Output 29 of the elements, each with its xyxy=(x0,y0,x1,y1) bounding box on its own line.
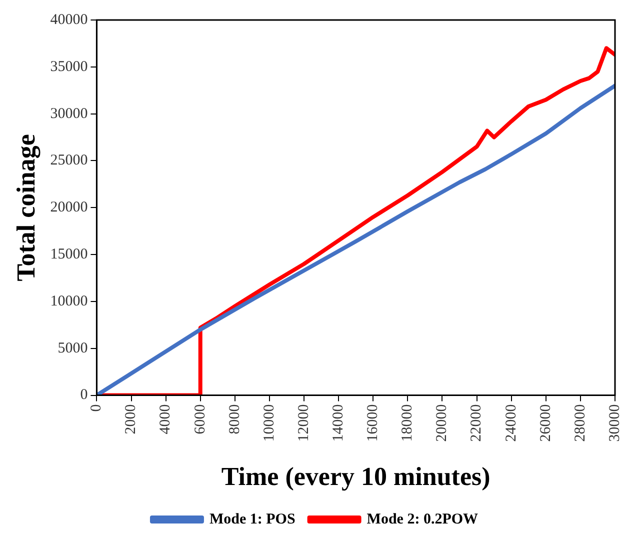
y-tick-label: 30000 xyxy=(50,106,88,122)
x-tick-label: 20000 xyxy=(434,404,450,442)
x-tick-label: 18000 xyxy=(400,404,416,442)
x-tick-label: 22000 xyxy=(468,404,485,442)
y-tick-label: 40000 xyxy=(50,12,88,28)
y-tick-label: 25000 xyxy=(50,152,88,169)
legend-label: Mode 1: POS xyxy=(209,511,296,528)
x-tick-label: 26000 xyxy=(538,404,554,442)
y-tick-label: 5000 xyxy=(58,340,88,356)
y-tick-label: 20000 xyxy=(50,200,88,216)
y-tick-label: 35000 xyxy=(50,58,88,75)
y-tick-label: 10000 xyxy=(50,293,88,310)
x-tick-label: 0 xyxy=(88,404,105,412)
y-tick-label: 15000 xyxy=(50,246,88,262)
x-tick-label: 28000 xyxy=(572,404,588,442)
y-tick-label: 0 xyxy=(80,387,88,404)
x-tick-label: 12000 xyxy=(296,404,312,442)
x-axis-title: Time (every 10 minutes) xyxy=(221,462,490,492)
x-tick-label: 4000 xyxy=(158,404,174,434)
y-axis-title: Total coinage xyxy=(11,134,40,282)
x-tick-label: 24000 xyxy=(503,404,520,442)
legend-label: Mode 2: 0.2POW xyxy=(366,511,478,528)
x-tick-label: 8000 xyxy=(226,404,243,434)
x-tick-label: 10000 xyxy=(261,404,278,442)
x-tick-label: 16000 xyxy=(365,404,382,442)
x-tick-label: 30000 xyxy=(606,404,623,442)
x-tick-label: 6000 xyxy=(192,404,208,434)
x-tick-label: 2000 xyxy=(123,404,140,434)
x-tick-label: 14000 xyxy=(330,404,347,442)
